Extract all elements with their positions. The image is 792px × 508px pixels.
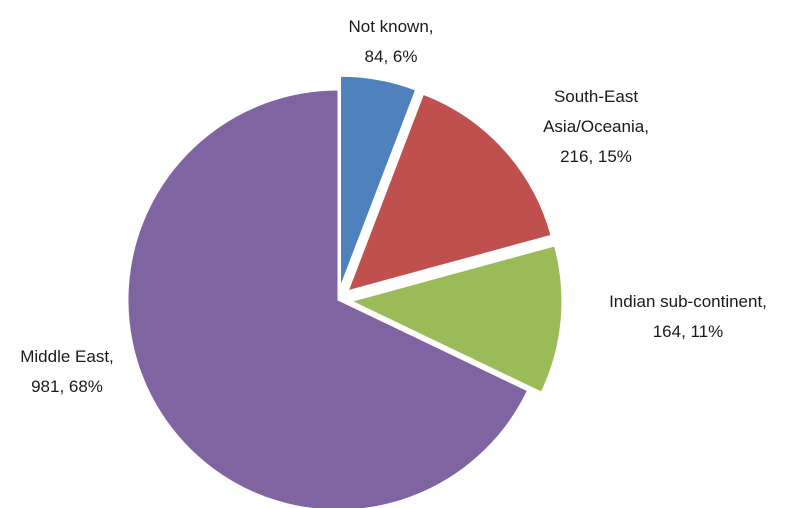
data-label-not-known: Not known, 84, 6%	[348, 17, 433, 66]
labels-layer: Not known, 84, 6% South-East Asia/Oceania, 2…	[20, 17, 767, 396]
data-label-line: 84, 6%	[365, 47, 418, 66]
data-label-line: 164, 11%	[653, 322, 724, 341]
pie-slice-not-known	[340, 75, 417, 287]
data-label-line: South-East	[554, 87, 638, 106]
data-label-middle-east: Middle East, 981, 68%	[20, 347, 114, 396]
slices-layer	[127, 75, 563, 508]
data-label-line: 981, 68%	[31, 377, 103, 396]
data-label-line: Middle East,	[20, 347, 114, 366]
pie-slice-indian-sub-continent	[350, 245, 563, 393]
pie-slice-south-east-asia-oceania	[347, 93, 552, 292]
data-label-indian-sub-continent: Indian sub-continent, 164, 11%	[609, 292, 767, 341]
data-label-line: Indian sub-continent,	[609, 292, 767, 311]
data-label-line: 216, 15%	[560, 147, 632, 166]
data-label-south-east-asia-oceania: South-East Asia/Oceania, 216, 15%	[543, 87, 649, 166]
data-label-line: Not known,	[348, 17, 433, 36]
data-label-line: Asia/Oceania,	[543, 117, 649, 136]
pie-slice-middle-east	[127, 89, 529, 508]
